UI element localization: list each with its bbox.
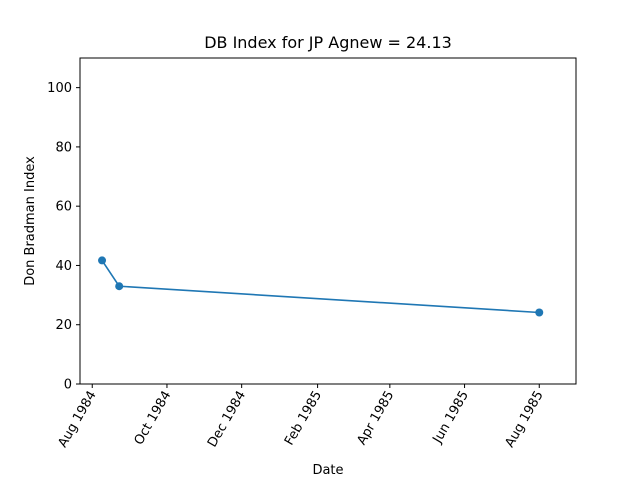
x-axis-label: Date xyxy=(312,463,343,478)
y-tick-label: 0 xyxy=(64,378,72,393)
series-group xyxy=(98,256,544,317)
x-tick-label: Aug 1985 xyxy=(502,389,546,451)
x-axis-ticks: Aug 1984 Oct 1984 Dec 1984 Feb 1985 Apr 1985… xyxy=(55,384,547,451)
x-tick-label: Oct 1984 xyxy=(132,389,175,448)
y-tick-label: 100 xyxy=(47,81,72,96)
data-point xyxy=(115,282,124,291)
plot-frame xyxy=(79,57,577,385)
y-axis-label: Don Bradman Index xyxy=(23,156,38,286)
y-tick-label: 80 xyxy=(55,140,72,155)
data-point xyxy=(98,256,107,265)
plot-area xyxy=(80,58,576,384)
data-point xyxy=(535,308,544,317)
x-tick-label: Aug 1984 xyxy=(55,389,99,451)
chart-title: DB Index for JP Agnew = 24.13 xyxy=(204,33,452,52)
x-tick-label: Dec 1984 xyxy=(205,389,249,451)
x-tick-label: Apr 1985 xyxy=(354,389,397,448)
y-axis-ticks: 0 20 40 60 80 100 xyxy=(47,81,80,393)
y-tick-label: 60 xyxy=(55,200,72,215)
y-tick-label: 20 xyxy=(55,318,72,333)
x-tick-label: Feb 1985 xyxy=(282,389,325,449)
x-tick-label: Jun 1985 xyxy=(430,389,472,447)
y-tick-label: 40 xyxy=(55,259,72,274)
